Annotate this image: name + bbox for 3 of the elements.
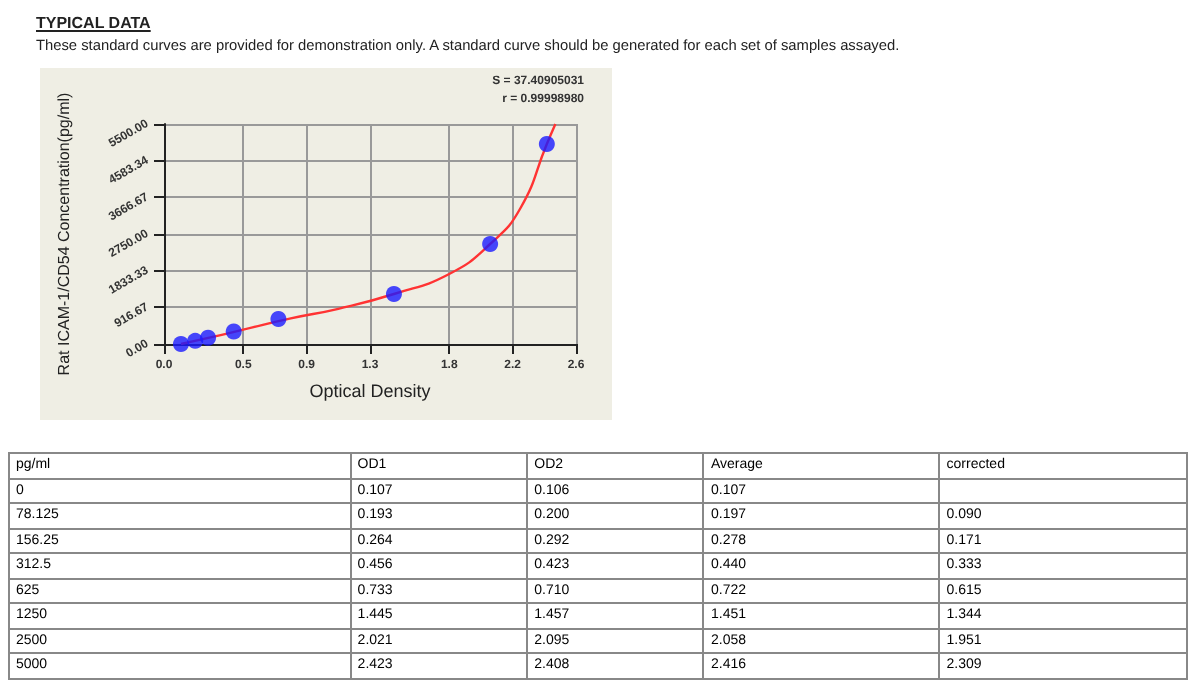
y-axis-title: Rat ICAM-1/CD54 Concentration(pg/ml) bbox=[55, 91, 73, 376]
chart-title: TYPICAL DATA bbox=[36, 14, 151, 32]
x-axis-title: Optical Density bbox=[309, 380, 432, 401]
